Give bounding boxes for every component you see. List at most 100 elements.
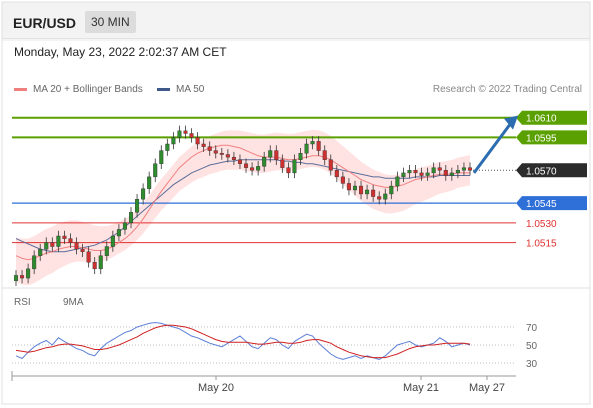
candle-body bbox=[413, 170, 418, 174]
rsi-line bbox=[15, 321, 471, 360]
candle-body bbox=[262, 156, 267, 167]
candle-body bbox=[461, 167, 466, 171]
candle-body bbox=[92, 262, 97, 270]
candle-body bbox=[359, 185, 364, 195]
symbol-title: EUR/USD bbox=[13, 15, 77, 31]
candle-body bbox=[207, 146, 212, 151]
forecast-arrow-line bbox=[472, 120, 514, 174]
candle-body bbox=[171, 137, 176, 145]
x-tick-label-0: May 20 bbox=[198, 382, 234, 394]
candle-body bbox=[177, 130, 182, 138]
candle-body bbox=[401, 172, 406, 178]
level-label-3: 1.0545 bbox=[526, 199, 557, 210]
legend-rsi: RSI bbox=[14, 297, 31, 308]
candle-body bbox=[340, 176, 345, 184]
candle-body bbox=[147, 176, 152, 189]
candle-body bbox=[122, 222, 127, 230]
candle-body bbox=[310, 141, 315, 145]
legend-rsi-ma: 9MA bbox=[63, 297, 84, 308]
candle-body bbox=[425, 172, 430, 176]
candle-body bbox=[110, 235, 115, 247]
candle-body bbox=[104, 246, 109, 256]
candle-body bbox=[328, 159, 333, 171]
candle-body bbox=[371, 189, 376, 197]
level-label-4: 1.0530 bbox=[526, 219, 557, 230]
candle-body bbox=[32, 255, 37, 270]
candle-body bbox=[62, 235, 67, 239]
candle-body bbox=[26, 268, 31, 279]
candle-body bbox=[316, 141, 321, 151]
timestamp: Monday, May 23, 2022 2:02:37 AM CET bbox=[14, 45, 227, 59]
candle-body bbox=[334, 170, 339, 178]
candle-body bbox=[389, 185, 394, 195]
candle-body bbox=[352, 185, 358, 191]
candle-body bbox=[56, 235, 61, 247]
candle-body bbox=[298, 152, 303, 160]
candle-body bbox=[86, 251, 91, 263]
ma20-label: MA 20 + Bollinger Bands bbox=[33, 84, 143, 95]
candle-body bbox=[377, 196, 382, 200]
candle-body bbox=[74, 242, 79, 250]
x-tick-label-1: May 21 bbox=[403, 382, 439, 394]
candle-body bbox=[395, 176, 400, 187]
candle-body bbox=[44, 242, 49, 250]
ma50-label: MA 50 bbox=[176, 84, 205, 95]
ma50-swatch bbox=[157, 87, 170, 91]
candle-body bbox=[250, 167, 255, 171]
candle-body bbox=[141, 188, 146, 200]
candle-body bbox=[80, 248, 85, 252]
level-label-1: 1.0595 bbox=[526, 133, 557, 144]
candle-body bbox=[256, 166, 261, 171]
candle-body bbox=[165, 143, 170, 151]
candle-body bbox=[449, 172, 454, 176]
candle-body bbox=[98, 255, 103, 270]
level-label-5: 1.0515 bbox=[526, 239, 557, 250]
candle-body bbox=[437, 167, 442, 171]
level-tag-2 bbox=[516, 163, 587, 178]
candle-body bbox=[455, 170, 460, 174]
candle-body bbox=[419, 172, 424, 176]
rsi-level-label-2: 30 bbox=[526, 359, 538, 370]
candle-body bbox=[407, 170, 412, 174]
candle-body bbox=[159, 150, 164, 164]
candle-body bbox=[322, 150, 327, 160]
rsi-level-label-1: 50 bbox=[526, 341, 538, 352]
candle-body bbox=[292, 159, 297, 174]
rsi-ma-label: 9MA bbox=[63, 297, 84, 308]
candle-body bbox=[68, 238, 73, 243]
level-label-2: 1.0570 bbox=[526, 166, 557, 177]
candle-body bbox=[244, 163, 249, 168]
ma20-swatch bbox=[14, 87, 27, 91]
candle-body bbox=[274, 150, 279, 160]
chart-header: EUR/USD 30 MIN bbox=[2, 2, 590, 39]
candle-body bbox=[237, 159, 242, 164]
candle-body bbox=[219, 152, 224, 155]
forecast-arrow-head bbox=[504, 115, 518, 130]
candle-body bbox=[116, 229, 121, 237]
candle-body bbox=[195, 137, 200, 145]
ma20-line bbox=[15, 144, 470, 261]
candle-body bbox=[383, 193, 388, 200]
bollinger-band bbox=[16, 129, 470, 286]
legend-ma20: MA 20 + Bollinger Bands bbox=[14, 84, 143, 95]
x-tick-label-2: May 27 bbox=[469, 382, 505, 394]
candle-body bbox=[135, 198, 140, 213]
candle-body bbox=[431, 167, 436, 174]
rsi-label: RSI bbox=[14, 297, 31, 308]
candle-body bbox=[38, 248, 43, 256]
level-label-0: 1.0610 bbox=[526, 114, 557, 125]
level-tag-1 bbox=[516, 130, 587, 145]
level-tag-3 bbox=[516, 196, 587, 211]
candle-body bbox=[20, 275, 25, 279]
ma50-line bbox=[15, 159, 470, 253]
candle-body bbox=[268, 150, 273, 158]
candle-body bbox=[286, 167, 291, 174]
candle-body bbox=[213, 150, 218, 154]
candle-body bbox=[443, 170, 448, 176]
credit-text: Research © 2022 Trading Central bbox=[432, 84, 582, 95]
candle-body bbox=[225, 154, 230, 158]
candle-body bbox=[280, 159, 285, 168]
timeframe-badge[interactable]: 30 MIN bbox=[85, 11, 136, 33]
